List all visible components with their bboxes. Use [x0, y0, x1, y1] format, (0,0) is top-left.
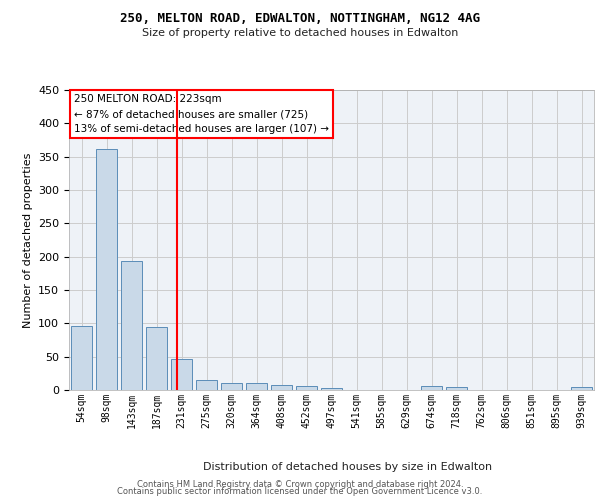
- Text: Distribution of detached houses by size in Edwalton: Distribution of detached houses by size …: [203, 462, 493, 472]
- Text: 250 MELTON ROAD: 223sqm
← 87% of detached houses are smaller (725)
13% of semi-d: 250 MELTON ROAD: 223sqm ← 87% of detache…: [74, 94, 329, 134]
- Text: Contains public sector information licensed under the Open Government Licence v3: Contains public sector information licen…: [118, 488, 482, 496]
- Bar: [146, 328, 167, 390]
- Bar: [171, 360, 192, 390]
- Text: Size of property relative to detached houses in Edwalton: Size of property relative to detached ho…: [142, 28, 458, 38]
- Bar: [296, 386, 317, 390]
- Text: Contains HM Land Registry data © Crown copyright and database right 2024.: Contains HM Land Registry data © Crown c…: [137, 480, 463, 489]
- Bar: [221, 384, 242, 390]
- Bar: [246, 384, 267, 390]
- Bar: [446, 386, 467, 390]
- Y-axis label: Number of detached properties: Number of detached properties: [23, 152, 32, 328]
- Bar: [571, 388, 592, 390]
- Bar: [321, 388, 342, 390]
- Bar: [271, 386, 292, 390]
- Bar: [196, 380, 217, 390]
- Text: 250, MELTON ROAD, EDWALTON, NOTTINGHAM, NG12 4AG: 250, MELTON ROAD, EDWALTON, NOTTINGHAM, …: [120, 12, 480, 26]
- Bar: [121, 260, 142, 390]
- Bar: [96, 148, 117, 390]
- Bar: [71, 326, 92, 390]
- Bar: [421, 386, 442, 390]
